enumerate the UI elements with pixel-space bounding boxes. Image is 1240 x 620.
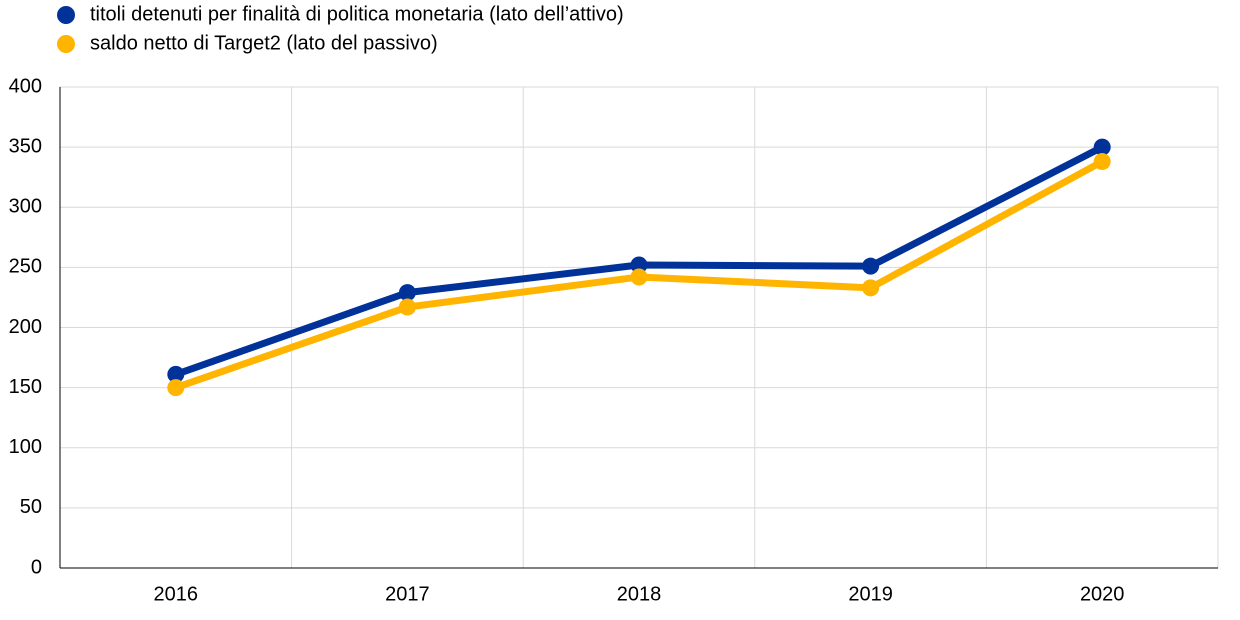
y-tick-label: 200 [9,316,42,338]
legend-marker [57,35,75,53]
x-tick-label: 2020 [1080,583,1125,605]
legend-label: saldo netto di Target2 (lato del passivo… [90,32,438,54]
y-tick-label: 50 [20,496,42,518]
data-point [167,379,185,397]
data-point [862,279,880,297]
x-tick-label: 2019 [848,583,893,605]
y-tick-label: 0 [31,556,42,578]
y-tick-label: 150 [9,376,42,398]
data-point [398,284,416,302]
data-point [862,257,880,275]
x-tick-label: 2018 [617,583,662,605]
data-point [167,365,185,383]
legend-label: titoli detenuti per finalità di politica… [90,3,624,25]
data-point [630,268,648,286]
legend-marker [57,6,75,24]
data-point [1093,153,1111,171]
x-tick-label: 2016 [154,583,199,605]
y-tick-label: 350 [9,135,42,157]
data-point [398,298,416,316]
x-tick-label: 2017 [385,583,430,605]
y-tick-label: 300 [9,196,42,218]
data-point [630,256,648,274]
y-tick-label: 250 [9,256,42,278]
y-tick-label: 100 [9,436,42,458]
y-tick-label: 400 [9,75,42,97]
data-point [1093,138,1111,156]
